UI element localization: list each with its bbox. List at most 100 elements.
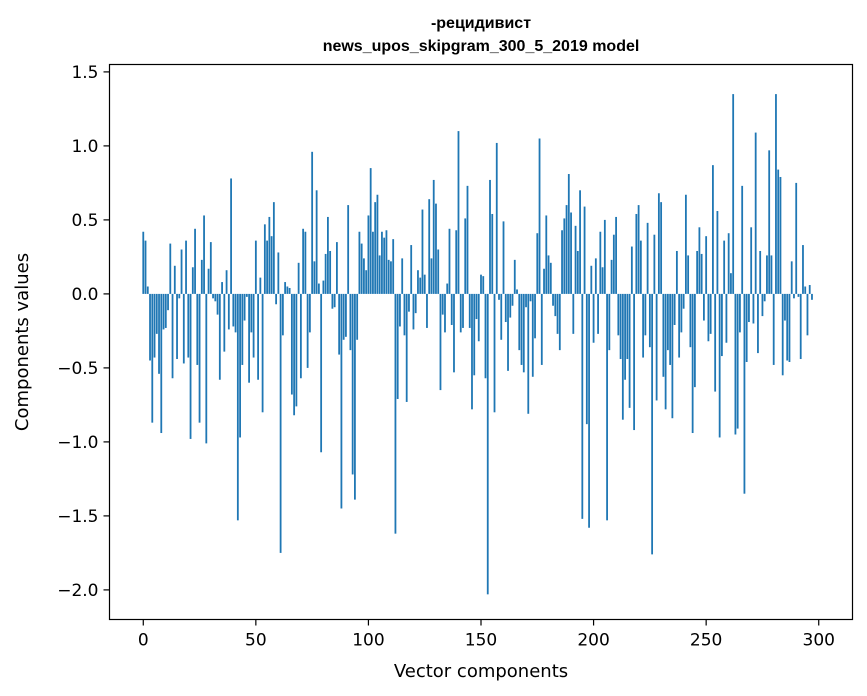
bar-240	[682, 293, 685, 309]
bar-59	[275, 293, 278, 305]
bar-158	[498, 293, 500, 300]
bar-87	[338, 293, 341, 355]
bar-34	[218, 293, 221, 380]
bar-78	[317, 283, 320, 294]
bar-120	[412, 293, 415, 330]
bar-108	[385, 230, 388, 294]
bar-136	[448, 228, 451, 294]
bar-127	[428, 199, 431, 294]
bar-277	[766, 255, 768, 294]
bar-17	[180, 249, 183, 294]
y-tick-label: 0.5	[71, 211, 98, 231]
bar-209	[612, 234, 615, 294]
bar-262	[732, 94, 735, 294]
bar-174	[534, 293, 536, 339]
bar-255	[716, 211, 719, 294]
bar-117	[405, 293, 408, 402]
bar-246	[696, 250, 699, 294]
bar-68	[295, 293, 298, 407]
bar-154	[489, 179, 491, 294]
bar-46	[245, 293, 248, 297]
y-axis-label: Components values	[12, 253, 33, 431]
bar-113	[396, 293, 399, 399]
bar-143	[464, 218, 467, 294]
bar-64	[286, 286, 289, 294]
bar-217	[630, 246, 633, 294]
bar-271	[752, 293, 755, 324]
bar-84	[331, 293, 334, 309]
bar-216	[628, 293, 631, 408]
bar-257	[721, 293, 723, 357]
bar-88	[340, 293, 343, 509]
y-tick-label: −2.0	[57, 581, 98, 601]
x-tick-label: 250	[690, 631, 722, 651]
bar-97	[360, 243, 363, 294]
bar-27	[203, 215, 205, 294]
bar-272	[754, 132, 757, 294]
bar-67	[293, 293, 296, 416]
x-axis-label: Vector components	[394, 661, 568, 682]
bar-152	[484, 293, 487, 379]
bar-133	[441, 293, 444, 315]
bar-112	[394, 293, 397, 534]
bar-265	[739, 293, 741, 333]
bar-43	[239, 293, 241, 438]
bar-172	[529, 293, 532, 302]
x-tick-label: 300	[803, 631, 835, 651]
bar-185	[558, 293, 561, 351]
bar-134	[444, 293, 446, 333]
bar-225	[648, 293, 651, 348]
bar-58	[272, 202, 275, 294]
bar-258	[723, 240, 726, 294]
bar-249	[703, 293, 705, 321]
bar-37	[225, 270, 228, 294]
bar-2	[146, 286, 149, 294]
bar-239	[680, 293, 683, 333]
bar-167	[518, 293, 521, 351]
bar-290	[795, 182, 798, 294]
bar-4	[151, 293, 154, 423]
chart-title-line2: news_upos_skipgram_300_5_2019 model	[323, 38, 640, 55]
y-tick-label: −1.5	[57, 507, 98, 527]
bar-65	[288, 287, 291, 294]
bar-157	[495, 142, 498, 294]
bar-281	[775, 94, 777, 294]
bar-38	[227, 293, 230, 330]
bar-47	[248, 293, 250, 383]
bar-93	[351, 293, 354, 475]
bar-243	[689, 293, 692, 348]
bar-132	[439, 293, 442, 391]
bar-188	[565, 205, 568, 294]
bar-208	[610, 259, 613, 294]
bar-36	[223, 293, 226, 352]
bar-6	[155, 293, 158, 334]
bar-55	[266, 240, 269, 294]
bar-156	[493, 293, 496, 413]
bar-29	[207, 268, 210, 294]
bar-60	[277, 252, 280, 294]
bar-16	[178, 293, 181, 299]
bar-45	[243, 293, 246, 321]
bar-297	[811, 293, 813, 300]
bar-274	[759, 250, 762, 294]
bar-195	[581, 293, 584, 519]
bar-241	[684, 194, 687, 294]
bar-126	[426, 293, 428, 328]
bar-128	[430, 258, 433, 294]
bar-236	[673, 293, 676, 325]
bar-175	[536, 233, 539, 294]
x-tick-label: 150	[465, 631, 497, 651]
bar-287	[788, 293, 791, 362]
bar-221	[639, 240, 642, 294]
bar-69	[297, 262, 300, 294]
bar-171	[527, 293, 530, 414]
bar-8	[160, 293, 163, 434]
bar-94	[354, 293, 356, 500]
bar-282	[777, 169, 780, 294]
bar-247	[698, 227, 701, 294]
bar-107	[383, 237, 386, 294]
bar-283	[779, 176, 782, 294]
bar-230	[660, 202, 663, 294]
bar-142	[462, 293, 464, 328]
bar-238	[678, 293, 681, 358]
